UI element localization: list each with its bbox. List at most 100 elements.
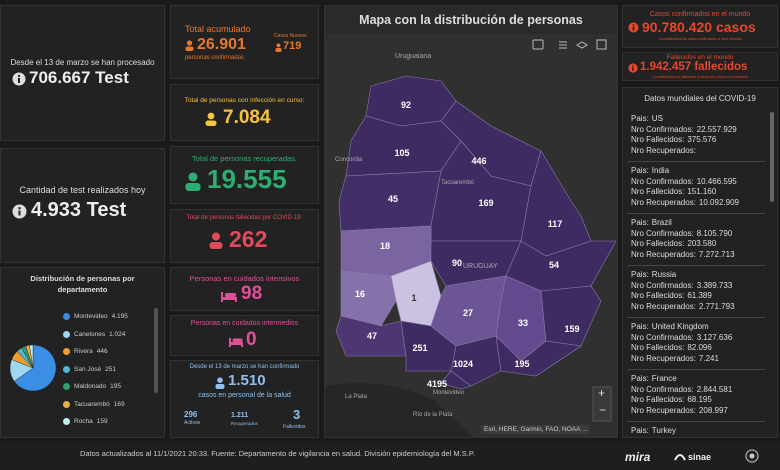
world-deaths-note: Contabilizados los fallecidos a causa de… bbox=[652, 75, 748, 79]
legend-name: Rivera bbox=[74, 348, 93, 356]
field-label: Nro Confirmados: bbox=[631, 437, 694, 438]
logo-mira: mira bbox=[625, 450, 651, 464]
country-line: Nro Fallecidos: 203.580 bbox=[631, 239, 761, 250]
recovered-panel: Total de personas recuperadas: 19.555 bbox=[170, 146, 319, 204]
footer-text: Datos actualizados al 11/1/2021 20:33. F… bbox=[80, 449, 475, 458]
legend-dot bbox=[63, 330, 70, 338]
legend-name: Montevideo bbox=[74, 313, 108, 321]
place-label: Tacuarembó bbox=[441, 180, 475, 186]
field-value: 10.466.595 bbox=[696, 176, 737, 186]
zoom-in[interactable]: + bbox=[598, 386, 606, 400]
legend-row: San José 251 bbox=[63, 361, 153, 379]
field-label: Nro Fallecidos: bbox=[631, 239, 685, 248]
field-value: 2.771.793 bbox=[698, 301, 735, 311]
map-region bbox=[495, 335, 582, 377]
field-value: US bbox=[651, 114, 663, 123]
field-value: 375.576 bbox=[687, 135, 717, 144]
country-item: Pais: India Nro Confirmados: 10.466.595 Nro … bbox=[627, 162, 765, 214]
region-label: 4195 bbox=[427, 379, 447, 389]
field-label: Pais: bbox=[631, 166, 649, 175]
field-value: United Kingdom bbox=[651, 322, 709, 331]
new-cases-value: 719 bbox=[283, 40, 302, 52]
region-label: 117 bbox=[548, 219, 563, 229]
field-value: 8.105.790 bbox=[696, 228, 733, 238]
field-value: Turkey bbox=[651, 426, 676, 435]
world-cases-note: Contabilizados los casos confirmados a n… bbox=[658, 37, 742, 41]
sinae-icon bbox=[674, 454, 686, 461]
country-line: Pais: India bbox=[631, 166, 761, 177]
field-value: 22.557.929 bbox=[696, 124, 737, 134]
legend-dot bbox=[63, 313, 70, 321]
deaths-value: 262 bbox=[229, 226, 268, 252]
world-list-title: Datos mundiales del COVID-19 bbox=[644, 94, 756, 103]
legend-name: San José bbox=[74, 365, 102, 373]
tests-today-value: 4.933 Test bbox=[31, 199, 127, 221]
map-region bbox=[450, 335, 502, 387]
country-line: Nro Confirmados: 8.105.790 bbox=[631, 229, 761, 240]
country-line: Nro Confirmados: 3.127.636 bbox=[631, 333, 761, 344]
country-item: Pais: France Nro Confirmados: 2.844.581 Nro … bbox=[627, 370, 765, 422]
country-line: Nro Recuperados: 208.997 bbox=[631, 406, 761, 417]
field-value: 10.092.909 bbox=[698, 197, 739, 207]
world-deaths-value: 1.942.457 fallecidos bbox=[640, 61, 748, 73]
region-label: 16 bbox=[355, 289, 365, 299]
field-value: Brazil bbox=[651, 218, 672, 227]
field-label: Nro Recuperados: bbox=[631, 249, 696, 259]
field-label: Nro Confirmados: bbox=[631, 332, 694, 342]
bed-icon bbox=[221, 292, 237, 302]
health-staff-panel: Desde el 13 de marzo se han confirmado 1… bbox=[170, 360, 319, 438]
field-value: 61.389 bbox=[687, 291, 712, 300]
field-value: 3.389.733 bbox=[696, 280, 733, 290]
health-recovered-caption: Recuperados bbox=[231, 421, 258, 426]
country-line: Nro Fallecidos: 151.160 bbox=[631, 187, 761, 198]
health-deaths-value: 3 bbox=[293, 407, 301, 422]
country-item: Pais: Brazil Nro Confirmados: 8.105.790 Nro … bbox=[627, 214, 765, 266]
person-icon bbox=[205, 112, 217, 126]
icu-value: 98 bbox=[241, 283, 263, 304]
field-label: Nro Recuperados: bbox=[631, 353, 696, 363]
region-label: 169 bbox=[478, 198, 493, 208]
country-item: Pais: United Kingdom Nro Confirmados: 3.127… bbox=[627, 318, 765, 370]
confirmed-sub: personas confirmadas bbox=[185, 55, 245, 61]
country-line: Nro Confirmados: 10.466.595 bbox=[631, 177, 761, 188]
legend-row: Montevideo 4.195 bbox=[63, 308, 153, 326]
field-label: Nro Fallecidos: bbox=[631, 187, 685, 196]
field-label: Nro Recuperados: bbox=[631, 301, 696, 311]
legend-name: Maldonado bbox=[74, 383, 107, 391]
field-label: Nro Recuperados: bbox=[631, 145, 696, 155]
icu-panel: Personas en cuidados intensivos 98 bbox=[170, 267, 319, 311]
health-deaths-caption: Fallecidos bbox=[283, 424, 306, 430]
confirmed-panel: Total acumulado 26.901 personas confirma… bbox=[170, 5, 319, 79]
department-title: Distribución de personas por departament… bbox=[30, 274, 135, 294]
health-active-caption: Activos bbox=[184, 420, 201, 426]
place-label: La Plata bbox=[345, 394, 368, 400]
field-label: Pais: bbox=[631, 114, 649, 123]
zoom-out[interactable]: − bbox=[599, 403, 607, 417]
country-line: Nro Fallecidos: 68.195 bbox=[631, 395, 761, 406]
region-label: 105 bbox=[394, 148, 409, 158]
legend-dot bbox=[63, 400, 70, 408]
info-icon bbox=[12, 72, 26, 86]
department-legend: Montevideo 4.195 Canelones 1.024 Rivera 446 Sa… bbox=[63, 308, 153, 431]
field-label: Nro Fallecidos: bbox=[631, 291, 685, 300]
region-label: 446 bbox=[471, 156, 486, 166]
tests-today-panel: Cantidad de test realizados hoy 4.933 Te… bbox=[0, 148, 165, 263]
field-value: 2.844.581 bbox=[696, 384, 733, 394]
region-label: 159 bbox=[564, 324, 579, 334]
person-icon bbox=[185, 172, 201, 191]
country-line: Nro Fallecidos: 82.096 bbox=[631, 343, 761, 354]
country-line: Pais: France bbox=[631, 374, 761, 385]
map-region bbox=[440, 370, 472, 390]
health-active-value: 296 bbox=[184, 410, 198, 419]
field-label: Pais: bbox=[631, 322, 649, 331]
legend-dot bbox=[63, 365, 70, 373]
legend-value: 251 bbox=[105, 365, 116, 373]
person-icon bbox=[215, 377, 225, 389]
field-label: Nro Fallecidos: bbox=[631, 395, 685, 404]
field-value: 7.272.713 bbox=[698, 249, 735, 259]
world-deaths-caption: Fallecidos en el mundo bbox=[666, 54, 734, 61]
active-value: 7.084 bbox=[223, 107, 271, 128]
field-value: Russia bbox=[651, 270, 677, 279]
field-value: 203.580 bbox=[687, 239, 717, 248]
tests-total-panel: Desde el 13 de marzo se han procesado 70… bbox=[0, 5, 165, 141]
